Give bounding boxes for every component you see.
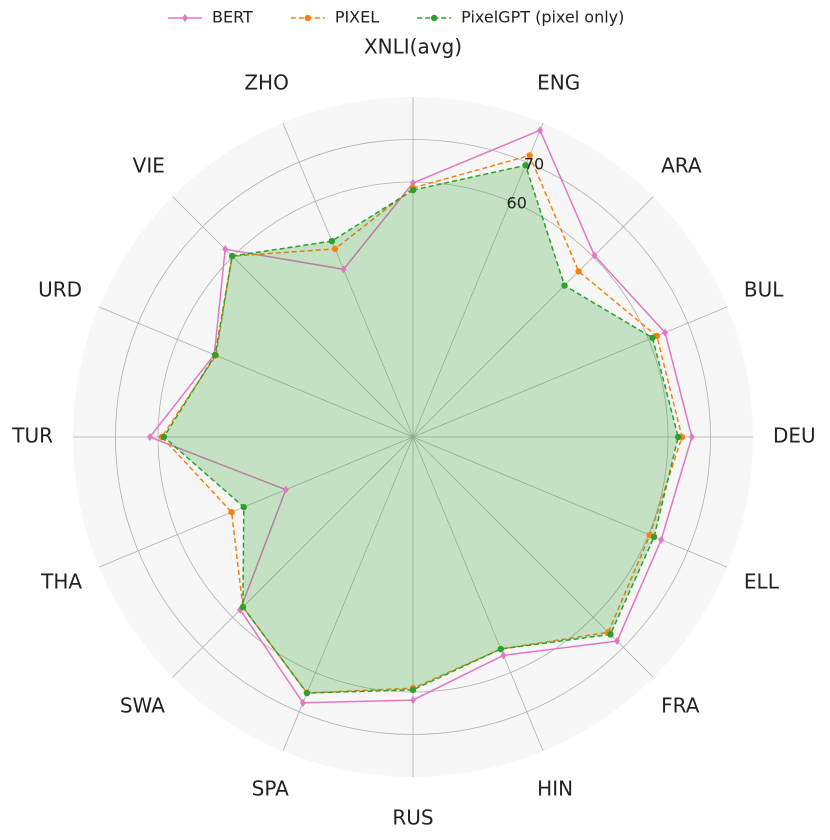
spoke [98, 436, 414, 568]
marker [409, 686, 417, 694]
spoke [98, 306, 414, 438]
marker [607, 631, 614, 638]
marker [688, 433, 695, 441]
spoke [412, 306, 728, 438]
marker [575, 268, 582, 275]
marker [614, 637, 621, 646]
marker [500, 651, 507, 660]
category-label: HIN [537, 776, 573, 800]
r-tick-label: 70 [524, 155, 544, 174]
marker [662, 328, 669, 337]
marker [561, 282, 568, 289]
marker [658, 535, 665, 544]
legend-label: PIXEL [335, 8, 379, 27]
spoke [412, 196, 654, 438]
category-label: THA [40, 570, 82, 594]
category-label: URD [38, 277, 82, 301]
chart-title: XNLI(avg) [364, 35, 462, 59]
marker [282, 485, 289, 494]
category-label: SWA [120, 694, 165, 718]
category-label: ENG [537, 71, 580, 95]
marker [222, 245, 229, 254]
marker [211, 351, 219, 359]
marker [328, 237, 336, 245]
marker [649, 334, 656, 341]
legend-marker [304, 14, 312, 22]
category-label: ZHO [244, 71, 288, 95]
category-label: VIE [133, 153, 165, 177]
marker [537, 126, 544, 135]
marker [522, 162, 529, 169]
spoke [412, 122, 544, 438]
marker [240, 503, 247, 511]
category-label: BUL [744, 277, 784, 301]
legend-item: PixelGPT (pixel only) [417, 8, 624, 27]
marker [299, 698, 306, 707]
category-label: RUS [392, 806, 433, 830]
legend-marker [182, 14, 188, 22]
spoke [282, 122, 414, 438]
marker [409, 186, 417, 194]
spoke [282, 436, 414, 752]
spoke [412, 436, 544, 752]
marker [497, 645, 505, 653]
category-label: ELL [744, 570, 780, 594]
marker [146, 433, 153, 441]
r-tick-label: 60 [507, 194, 527, 213]
legend-item: BERT [168, 8, 253, 27]
marker [526, 152, 533, 159]
spoke [172, 436, 414, 678]
category-label: SPA [252, 776, 289, 800]
marker [340, 265, 347, 274]
series-line [162, 164, 679, 694]
marker [591, 251, 598, 260]
legend-label: PixelGPT (pixel only) [461, 8, 624, 27]
legend-label: BERT [212, 8, 253, 27]
marker [410, 696, 416, 705]
spoke [412, 436, 728, 568]
marker [675, 433, 682, 441]
marker [228, 508, 235, 516]
marker [160, 433, 168, 441]
category-label: DEU [773, 424, 816, 448]
marker [303, 689, 311, 697]
marker [239, 603, 247, 611]
spoke [172, 196, 414, 438]
category-label: ARA [661, 153, 702, 177]
marker [410, 178, 416, 187]
legend-marker [430, 14, 438, 22]
marker [331, 245, 339, 253]
spoke [412, 436, 654, 678]
legend-item: PIXEL [290, 8, 379, 27]
marker [228, 252, 236, 260]
marker [650, 533, 658, 541]
category-label: TUR [11, 424, 53, 448]
category-label: FRA [661, 694, 700, 718]
